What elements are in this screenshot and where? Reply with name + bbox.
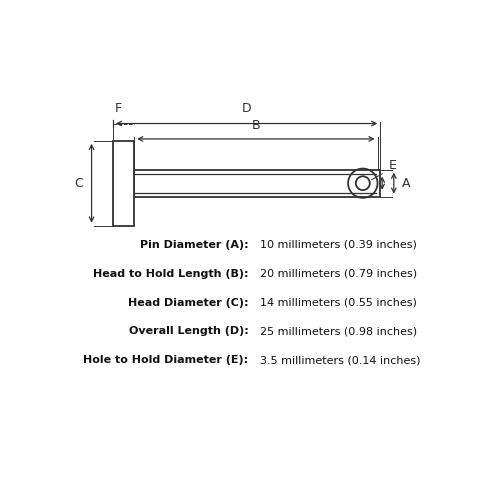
Text: 20 millimeters (0.79 inches): 20 millimeters (0.79 inches): [260, 268, 417, 278]
Text: Hole to Hold Diameter (E):: Hole to Hold Diameter (E):: [84, 356, 248, 366]
Text: D: D: [242, 102, 252, 115]
Text: Pin Diameter (A):: Pin Diameter (A):: [140, 240, 248, 250]
Text: Head Diameter (C):: Head Diameter (C):: [128, 298, 248, 308]
Text: 10 millimeters (0.39 inches): 10 millimeters (0.39 inches): [260, 240, 417, 250]
Text: Overall Length (D):: Overall Length (D):: [129, 326, 248, 336]
Text: C: C: [74, 176, 83, 190]
Text: B: B: [252, 119, 260, 132]
Text: A: A: [402, 176, 411, 190]
Bar: [113, 141, 134, 226]
Text: E: E: [389, 159, 397, 172]
Text: 3.5 millimeters (0.14 inches): 3.5 millimeters (0.14 inches): [260, 356, 420, 366]
Text: 14 millimeters (0.55 inches): 14 millimeters (0.55 inches): [260, 298, 417, 308]
Text: 25 millimeters (0.98 inches): 25 millimeters (0.98 inches): [260, 326, 417, 336]
Bar: [134, 170, 380, 196]
Text: F: F: [115, 102, 122, 115]
Text: Head to Hold Length (B):: Head to Hold Length (B):: [93, 268, 248, 278]
